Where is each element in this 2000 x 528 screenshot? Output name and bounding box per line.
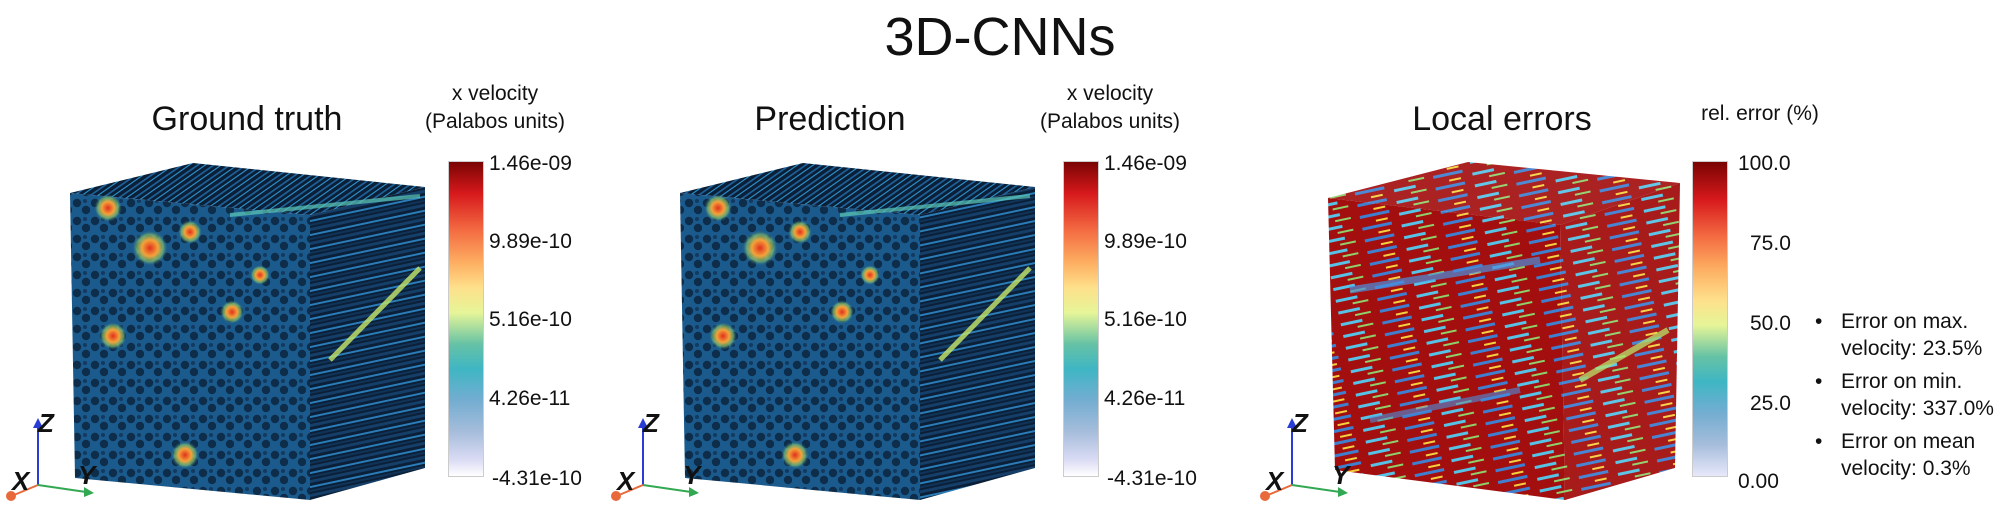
colorbar-title-1-line1: x velocity (451, 82, 539, 105)
error-summary-list: • Error on max. velocity: 23.5% • Error o… (1815, 308, 2000, 488)
axis-label-y: Y (1332, 460, 1352, 490)
tick-label: 4.26e-11 (1104, 387, 1186, 410)
axis-label-z: Z (642, 408, 660, 438)
colorbar-title-2-line2: (Palabos units) (1039, 110, 1181, 133)
colorbar-title-3: rel. error (%) (1640, 100, 1880, 128)
tick-label: 5.16e-10 (489, 308, 572, 331)
y-arrow-icon (84, 487, 94, 497)
axis-triad-1: Z Y X (6, 408, 98, 501)
x-arrow-icon (1260, 491, 1270, 501)
bullet-dot: • (1815, 370, 1823, 393)
y-arrow-icon (1338, 487, 1348, 497)
bullet-line1: Error on max. (1841, 310, 1969, 333)
colorbar-error (1692, 161, 1728, 477)
axis-label-y: Y (683, 460, 703, 490)
list-item: • Error on mean velocity: 0.3% (1815, 428, 2000, 482)
x-arrow-icon (6, 491, 16, 501)
panel-title-prediction: Prediction (754, 100, 906, 138)
bullet-line2: velocity: 337.0% (1841, 397, 1994, 420)
panel-title-local-errors: Local errors (1412, 100, 1592, 138)
colorbar-title-2-line1: x velocity (1066, 82, 1154, 105)
tick-label: 75.0 (1750, 232, 1791, 255)
z-arrow-icon (33, 418, 43, 428)
axis-label-z: Z (1291, 408, 1309, 438)
tick-label: 50.0 (1750, 312, 1791, 335)
colorbar-title-1-line2: (Palabos units) (424, 110, 566, 133)
axis-label-y: Y (78, 460, 98, 490)
list-item: • Error on max. velocity: 23.5% (1815, 308, 2000, 362)
axis-label-x: X (10, 466, 31, 496)
y-arrow-icon (689, 487, 699, 497)
tick-label: 100.0 (1738, 152, 1791, 175)
colorbar-title-1: x velocity (Palabos units) (375, 80, 615, 136)
colorbar-title-2: x velocity (Palabos units) (990, 80, 1230, 136)
panel-title-ground-truth: Ground truth (151, 100, 343, 138)
tick-label: 1.46e-09 (489, 152, 572, 175)
tick-label: -4.31e-10 (1107, 467, 1197, 490)
tick-label: 25.0 (1750, 392, 1791, 415)
bullet-dot: • (1815, 430, 1823, 453)
tick-label: 9.89e-10 (1104, 230, 1187, 253)
tick-label: 5.16e-10 (1104, 308, 1187, 331)
tick-label: -4.31e-10 (492, 467, 582, 490)
axis-triad-2: Z Y X (611, 408, 703, 501)
bullet-line2: velocity: 0.3% (1841, 457, 1971, 480)
z-arrow-icon (1287, 418, 1297, 428)
x-arrow-icon (611, 491, 621, 501)
cube-local-errors (1328, 162, 1680, 500)
bullet-dot: • (1815, 310, 1823, 333)
axis-label-z: Z (37, 408, 55, 438)
bullet-line1: Error on min. (1841, 370, 1963, 393)
tick-label: 1.46e-09 (1104, 152, 1187, 175)
axis-triad-3: Z Y X (1260, 408, 1352, 501)
tick-label: 4.26e-11 (489, 387, 571, 410)
colorbar-title-3-line1: rel. error (%) (1701, 102, 1819, 125)
bullet-line1: Error on mean (1841, 430, 1976, 453)
axis-label-x: X (1264, 466, 1285, 496)
figure-title: 3D-CNNs (884, 7, 1116, 67)
colorbar-velocity-2 (1063, 161, 1099, 477)
tick-label: 0.00 (1738, 470, 1779, 493)
list-item: • Error on min. velocity: 337.0% (1815, 368, 2000, 422)
cube-ground-truth (70, 163, 425, 500)
tick-label: 9.89e-10 (489, 230, 572, 253)
colorbar-velocity-1 (448, 161, 484, 477)
z-arrow-icon (638, 418, 648, 428)
axis-label-x: X (615, 466, 636, 496)
cube-prediction (680, 163, 1035, 500)
bullet-line2: velocity: 23.5% (1841, 337, 1983, 360)
